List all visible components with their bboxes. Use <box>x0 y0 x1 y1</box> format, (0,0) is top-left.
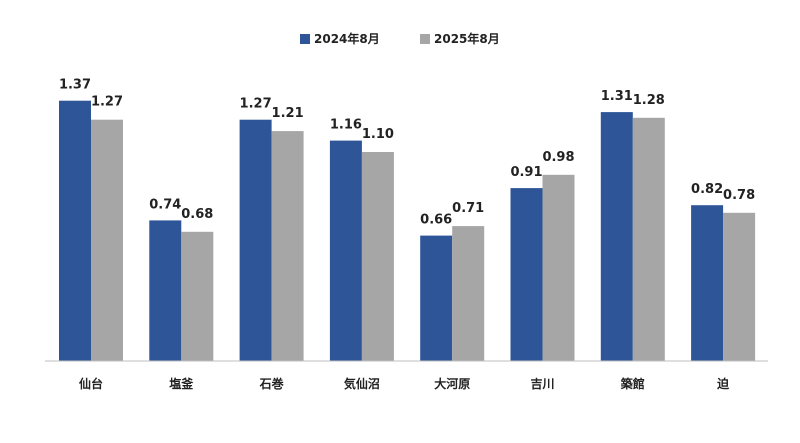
category-label-3: 気仙沼 <box>344 376 380 391</box>
legend: 2024年8月 2025年8月 <box>300 31 500 46</box>
bar-2025-7 <box>723 212 756 361</box>
value-label-2024-2: 1.27 <box>240 97 272 112</box>
legend-swatch-2024 <box>300 34 310 44</box>
value-label-2024-5: 0.91 <box>510 165 542 180</box>
value-label-2025-2: 1.21 <box>272 106 304 121</box>
category-label-6: 築館 <box>620 376 645 391</box>
value-label-2024-3: 1.16 <box>330 118 362 133</box>
bar-2025-3 <box>361 152 394 361</box>
category-label-4: 大河原 <box>434 376 470 391</box>
bar-2025-6 <box>632 117 665 361</box>
bar-2025-1 <box>181 231 214 361</box>
bar-2024-3 <box>329 140 362 361</box>
bar-2024-0 <box>59 100 91 361</box>
value-label-2025-7: 0.78 <box>723 188 755 203</box>
bar-2025-5 <box>542 174 575 361</box>
value-label-2025-6: 1.28 <box>633 93 665 108</box>
value-label-2024-6: 1.31 <box>601 89 633 104</box>
value-label-2025-4: 0.71 <box>452 201 484 216</box>
value-label-2024-7: 0.82 <box>691 182 723 197</box>
category-label-2: 石巻 <box>259 376 285 391</box>
bar-2024-2 <box>239 119 272 361</box>
bar-2025-0 <box>91 119 123 361</box>
value-label-2024-4: 0.66 <box>420 213 452 228</box>
bars <box>59 100 756 361</box>
bar-2024-1 <box>149 220 182 361</box>
category-label-5: 吉川 <box>530 376 554 391</box>
legend-swatch-2025 <box>420 34 430 44</box>
value-label-2025-5: 0.98 <box>542 150 574 165</box>
category-labels: 仙台 塩釜 石巻 気仙沼 大河原 吉川 築館 迫 <box>79 376 730 391</box>
value-label-2024-1: 0.74 <box>149 197 181 212</box>
category-label-1: 塩釜 <box>169 376 194 391</box>
legend-label-2024: 2024年8月 <box>314 31 380 46</box>
value-label-2024-0: 1.37 <box>59 78 91 93</box>
bar-2024-6 <box>600 112 633 361</box>
value-label-2025-1: 0.68 <box>181 207 213 222</box>
value-label-2025-0: 1.27 <box>91 95 123 110</box>
bar-2025-4 <box>452 226 485 361</box>
category-label-0: 仙台 <box>79 376 103 391</box>
value-label-2025-3: 1.10 <box>362 127 394 142</box>
bar-2024-5 <box>510 188 543 361</box>
value-labels: 1.371.270.740.681.271.211.161.100.660.71… <box>59 78 755 228</box>
bar-2025-2 <box>271 131 304 361</box>
legend-label-2025: 2025年8月 <box>434 31 500 46</box>
bar-2024-4 <box>420 235 453 361</box>
bar-2024-7 <box>691 205 724 361</box>
category-label-7: 迫 <box>716 376 730 391</box>
